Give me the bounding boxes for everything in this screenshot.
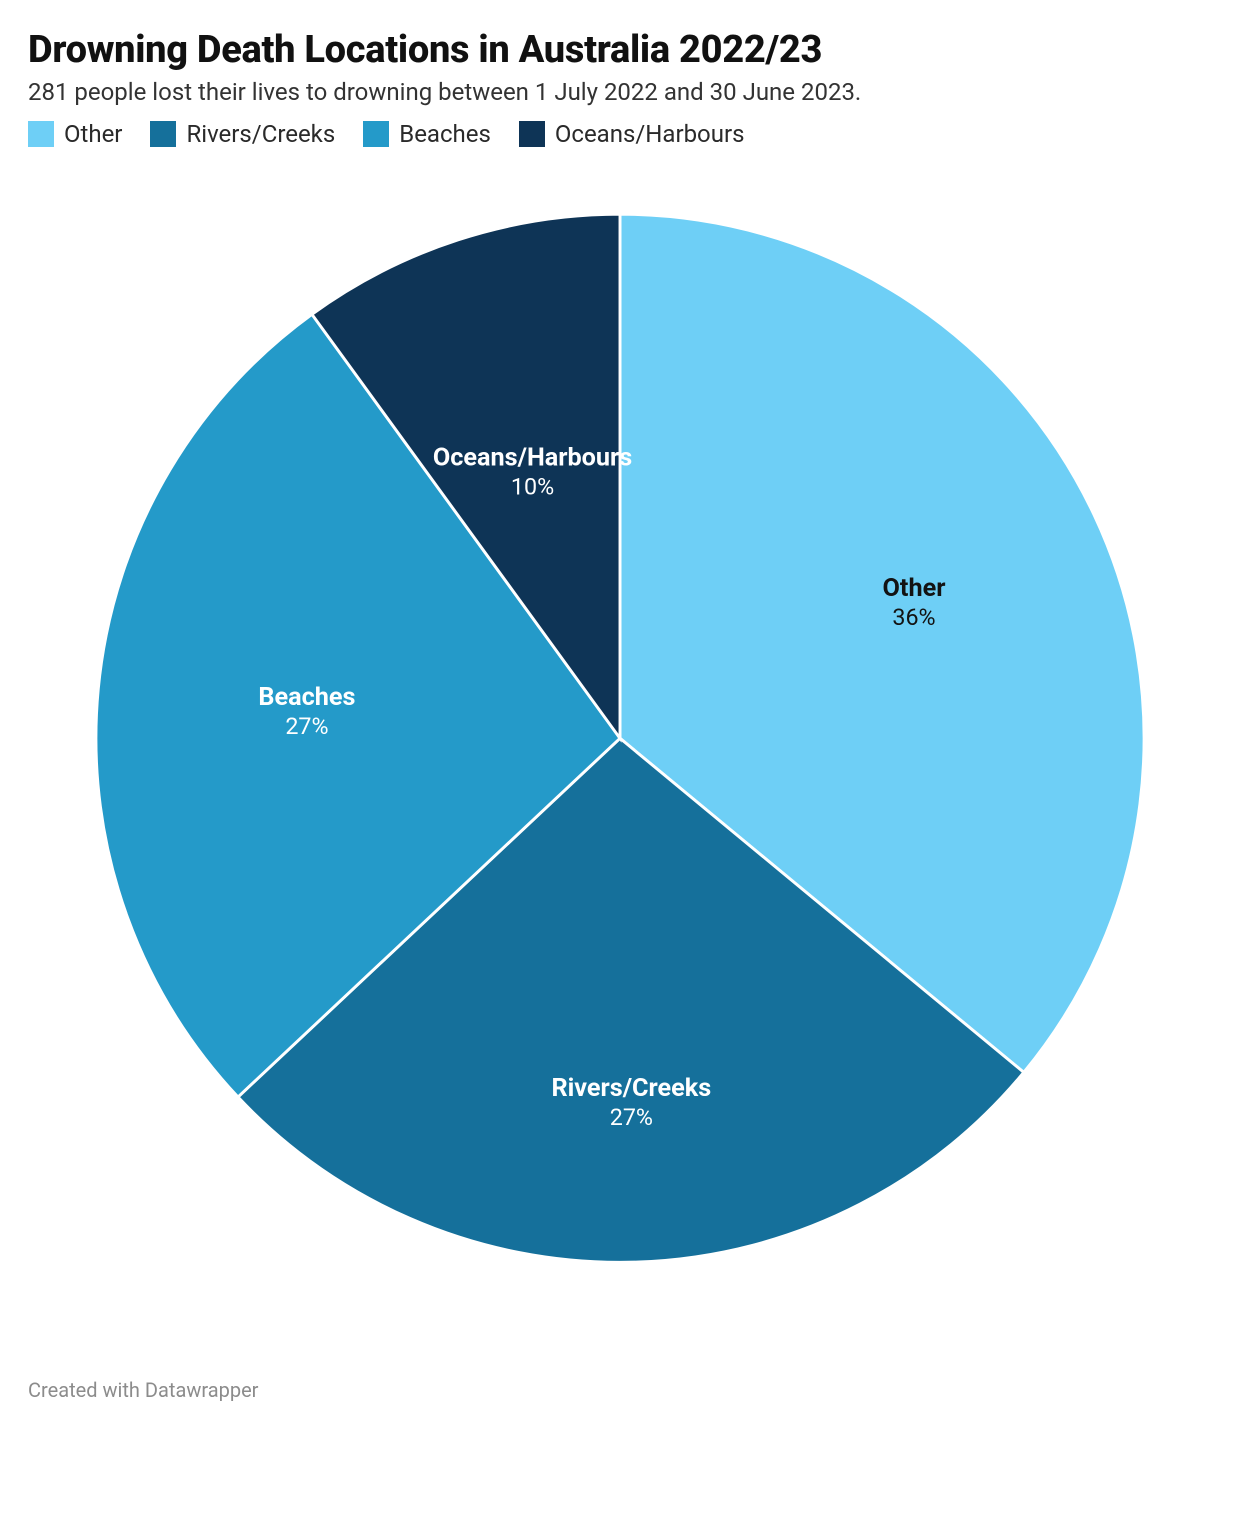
pie-label-pct-beaches: 27%: [285, 712, 328, 740]
legend-item-other: Other: [28, 120, 122, 148]
chart-footer: Created with Datawrapper: [28, 1378, 1212, 1402]
legend-item-oceans: Oceans/Harbours: [519, 120, 745, 148]
chart-subtitle: 281 people lost their lives to drowning …: [28, 78, 1212, 106]
pie-label-pct-rivers: 27%: [610, 1103, 653, 1131]
legend-label-rivers: Rivers/Creeks: [186, 120, 335, 148]
pie-label-name-oceans: Oceans/Harbours: [433, 443, 632, 472]
pie-chart-svg: Other36%Rivers/Creeks27%Beaches27%Oceans…: [28, 178, 1212, 1318]
pie-label-pct-oceans: 10%: [511, 472, 554, 500]
pie-label-name-other: Other: [883, 574, 946, 603]
legend-label-other: Other: [64, 120, 122, 148]
legend-item-beaches: Beaches: [363, 120, 491, 148]
legend-swatch-oceans: [519, 121, 545, 147]
chart-title: Drowning Death Locations in Australia 20…: [28, 28, 1212, 72]
legend-label-beaches: Beaches: [399, 120, 491, 148]
legend-label-oceans: Oceans/Harbours: [555, 120, 745, 148]
legend-swatch-beaches: [363, 121, 389, 147]
pie-label-pct-other: 36%: [892, 603, 935, 631]
pie-label-name-beaches: Beaches: [258, 683, 355, 712]
chart-legend: Other Rivers/Creeks Beaches Oceans/Harbours: [28, 120, 1212, 148]
legend-item-rivers: Rivers/Creeks: [150, 120, 335, 148]
chart-area: Other36%Rivers/Creeks27%Beaches27%Oceans…: [28, 178, 1212, 1318]
legend-swatch-rivers: [150, 121, 176, 147]
pie-label-name-rivers: Rivers/Creeks: [551, 1074, 711, 1103]
legend-swatch-other: [28, 121, 54, 147]
